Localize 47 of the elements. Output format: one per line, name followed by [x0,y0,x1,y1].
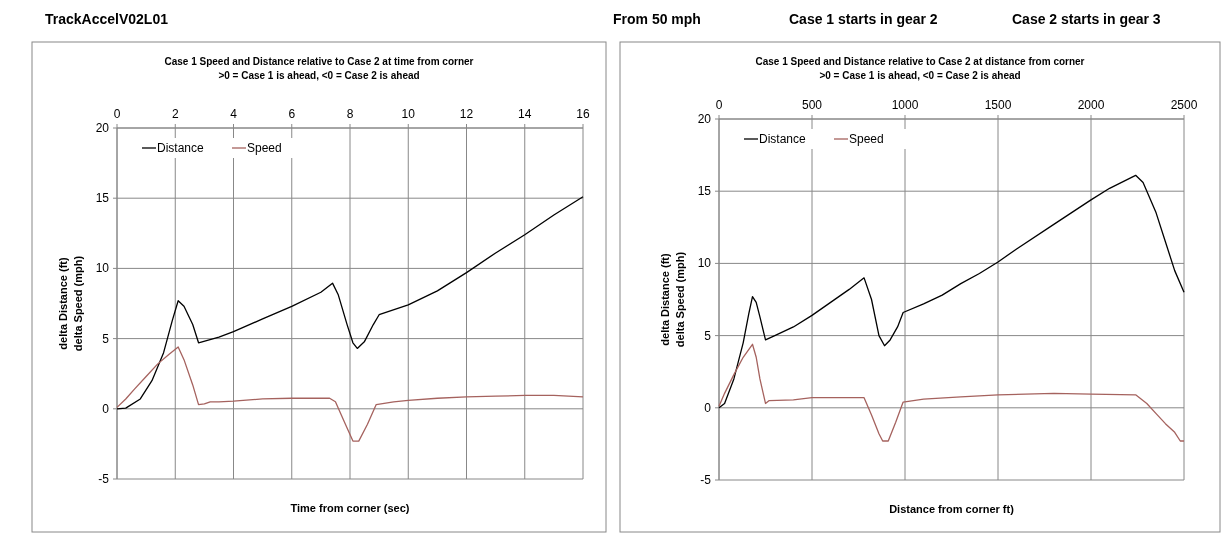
line-series [116,346,584,442]
chart-subtitle: >0 = Case 1 is ahead, <0 = Case 2 is ahead [819,70,1021,81]
chart-title: Case 1 Speed and Distance relative to Case 2 at time from corner [164,56,474,67]
x-tick-label: 500 [801,98,823,112]
y-tick-label: 0 [704,400,712,415]
x-tick-label: 16 [576,107,590,121]
text: TrackAccelV02L01 [45,11,169,27]
legend-label: Speed [247,141,282,155]
x-tick-label: 14 [518,107,532,121]
x-tick-label: 2000 [1077,98,1105,112]
y-tick-label: -5 [98,472,110,486]
line-series [718,343,1185,442]
y-tick-label: 5 [102,331,110,346]
text: Case 2 starts in gear 3 [1012,11,1161,27]
y-tick-label: 15 [95,191,110,206]
x-tick-label: 0 [715,98,723,112]
y-tick-label: 10 [95,261,110,276]
legend-label: Distance [157,141,205,155]
y-tick-label: 10 [697,256,712,271]
x-tick-label: 1500 [984,98,1012,112]
x-tick-label: 4 [230,107,238,121]
y-axis-title: delta Distance (ft) delta Speed (mph) [57,255,84,352]
legend-label: Distance [759,132,807,146]
x-tick-label: 8 [346,107,354,121]
x-tick-label: 0 [113,107,121,121]
y-tick-label: 20 [95,121,110,135]
x-tick-label: 10 [401,107,416,121]
y-tick-label: 15 [697,184,712,199]
x-axis-title: Distance from corner ft) [889,503,1015,515]
legend-label: Speed [849,132,884,146]
x-tick-label: 1000 [891,98,919,112]
y-tick-label: -5 [700,473,712,487]
line-series [116,196,584,410]
x-tick-label: 6 [288,107,296,121]
x-tick-label: 2 [171,107,179,121]
text: From 50 mph [613,11,701,27]
x-axis-title: Time from corner (sec) [290,502,410,514]
y-tick-label: 0 [102,401,110,416]
chart-title: Case 1 Speed and Distance relative to Case 2 at distance from corner [755,56,1085,67]
text: Case 1 starts in gear 2 [789,11,938,27]
chart-subtitle: >0 = Case 1 is ahead, <0 = Case 2 is ahead [218,70,420,81]
x-tick-label: 2500 [1170,98,1198,112]
x-tick-label: 12 [459,107,474,121]
line-series [718,174,1185,409]
y-tick-label: 5 [704,328,712,343]
y-tick-label: 20 [697,112,712,126]
y-axis-title: delta Distance (ft) delta Speed (mph) [659,251,686,348]
